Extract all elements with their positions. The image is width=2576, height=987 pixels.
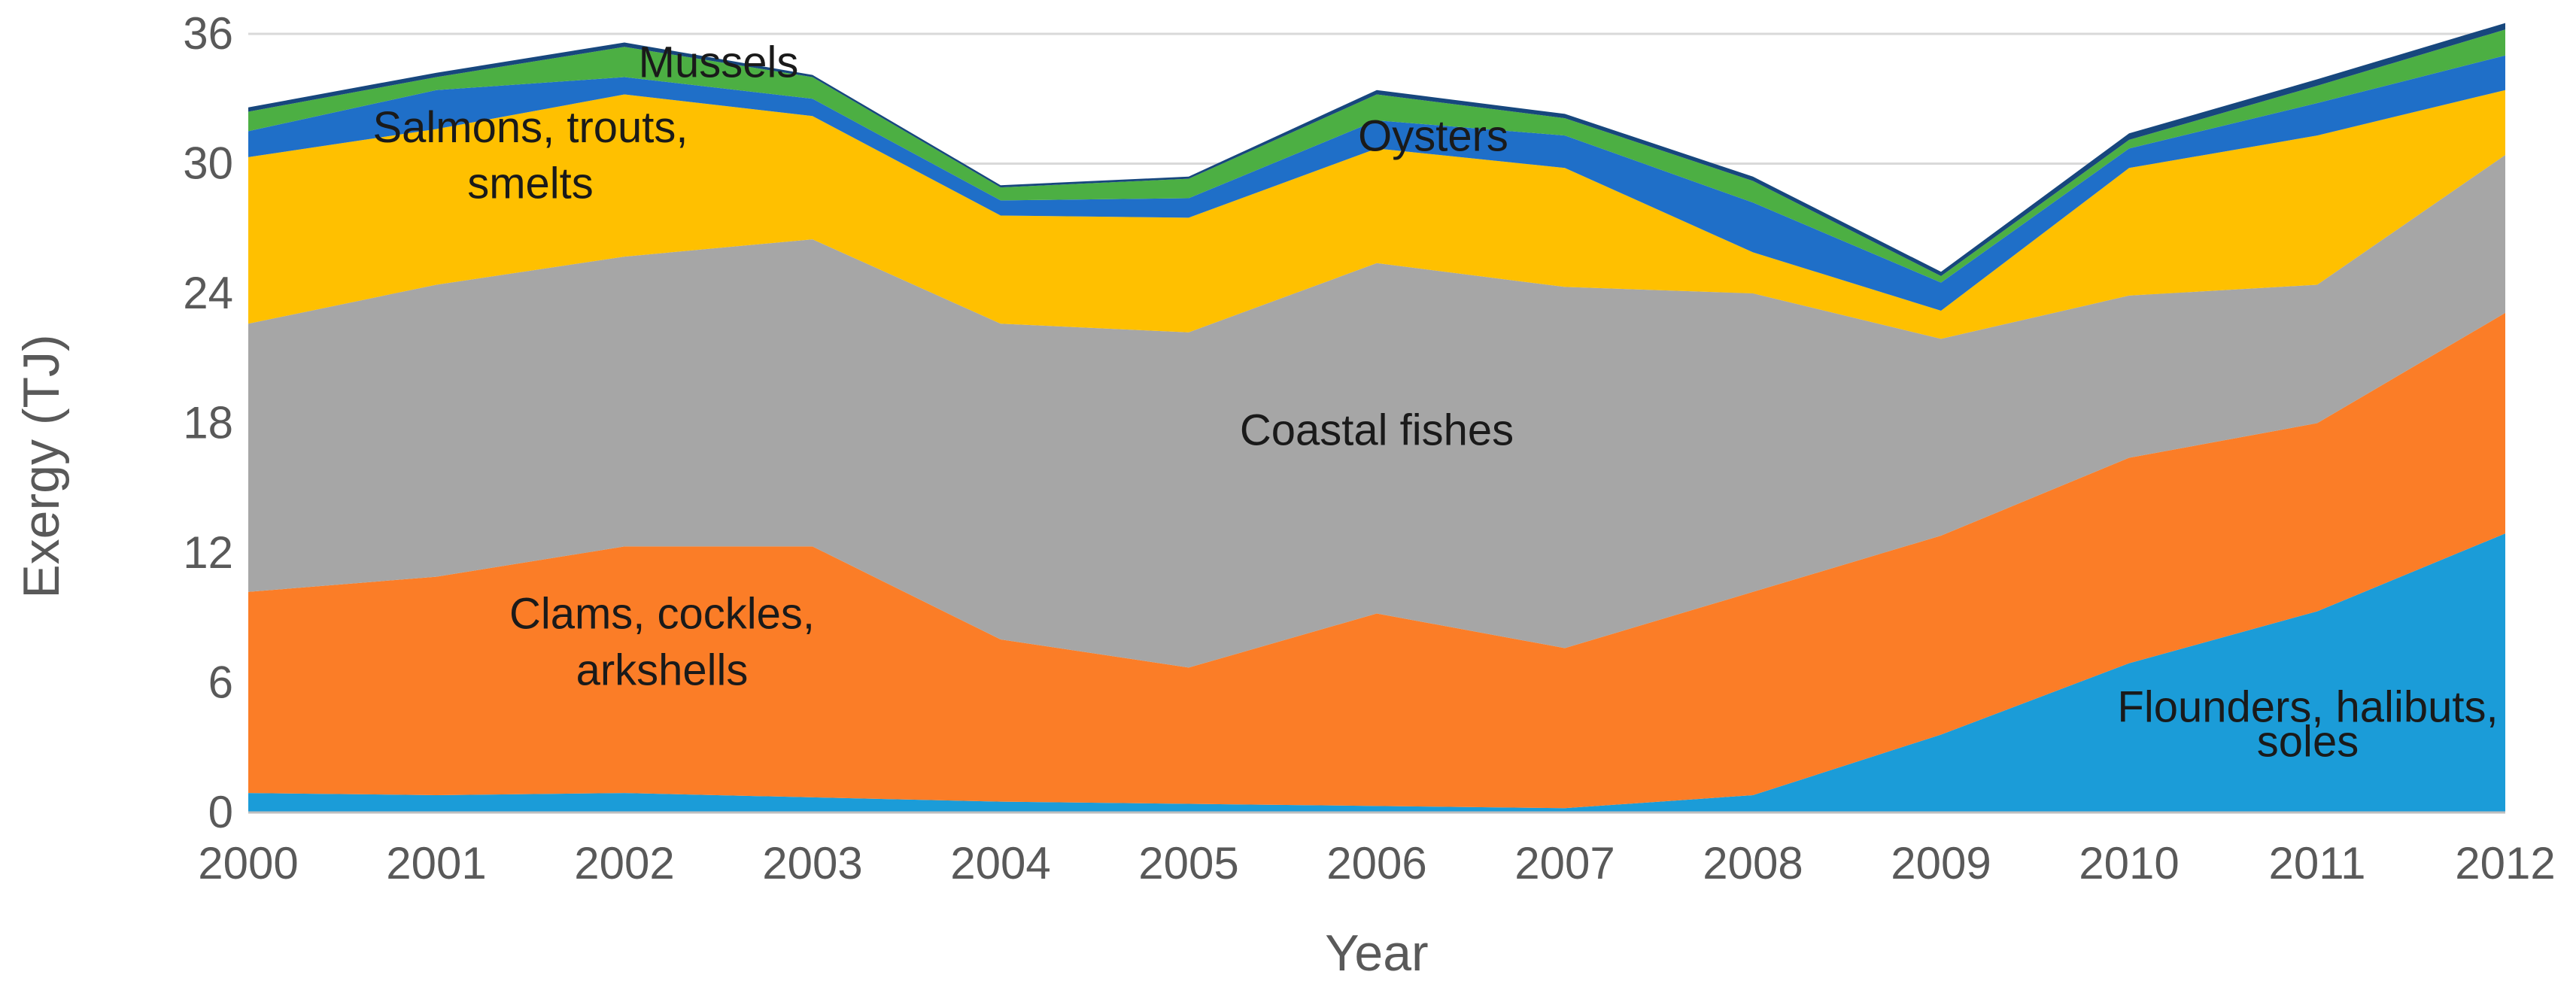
area-clams-cockles-arkshells xyxy=(248,312,2505,809)
series-label-clams-cockles-arkshells-line-2: arkshells xyxy=(576,645,749,694)
y-tick-label-24: 24 xyxy=(183,268,233,318)
y-tick-labels: 0 6 12 18 24 30 36 xyxy=(183,8,233,837)
x-tick-label-2010: 2010 xyxy=(2079,838,2179,888)
x-tick-label-2006: 2006 xyxy=(1326,838,1426,888)
x-axis-title: Year xyxy=(1325,925,1428,982)
y-tick-label-0: 0 xyxy=(208,787,233,837)
series-labels: Flounders, halibuts,soles Clams, cockles,… xyxy=(372,38,2498,767)
area-coastal-fishes xyxy=(248,155,2505,668)
series-label-oysters: Oysters xyxy=(1358,111,1508,160)
x-tick-label-2008: 2008 xyxy=(1703,838,1803,888)
series-label-salmons-trouts-smelts-line-2: smelts xyxy=(467,159,594,208)
x-tick-label-2003: 2003 xyxy=(762,838,862,888)
y-tick-label-12: 12 xyxy=(183,527,233,578)
y-axis-title: Exergy (TJ) xyxy=(13,334,70,598)
y-tick-label-18: 18 xyxy=(183,398,233,448)
y-tick-label-6: 6 xyxy=(208,657,233,708)
area-mussels xyxy=(248,29,2505,283)
x-tick-label-2011: 2011 xyxy=(2268,838,2365,888)
series-label-flounders-halibuts-soles-line-2: soles xyxy=(2257,717,2359,766)
x-tick-label-2004: 2004 xyxy=(950,838,1050,888)
x-tick-labels: 2000 2001 2002 2003 2004 2005 2006 2007 2008 2009… xyxy=(198,838,2555,888)
series-label-salmons-trouts-smelts-line-1: Salmons, trouts, xyxy=(372,103,688,152)
y-tick-label-36: 36 xyxy=(183,8,233,59)
area-salmons-trouts-smelts xyxy=(248,90,2505,339)
x-tick-label-2002: 2002 xyxy=(574,838,674,888)
series-label-coastal-fishes: Coastal fishes xyxy=(1240,405,1514,454)
area-flounders-halibuts-soles xyxy=(248,533,2505,812)
series-label-clams-cockles-arkshells-line-1: Clams, cockles, xyxy=(509,590,815,639)
y-tick-label-30: 30 xyxy=(183,138,233,189)
x-tick-label-2007: 2007 xyxy=(1514,838,1615,888)
series-label-mussels: Mussels xyxy=(639,38,799,87)
x-tick-label-2009: 2009 xyxy=(1891,838,1991,888)
x-tick-label-2005: 2005 xyxy=(1138,838,1238,888)
series-label-flounders-halibuts-soles-line-1: Flounders, halibuts, xyxy=(2117,682,2498,731)
x-tick-label-2001: 2001 xyxy=(386,838,486,888)
area-series xyxy=(248,23,2505,812)
x-tick-label-2000: 2000 xyxy=(198,838,298,888)
x-tick-label-2012: 2012 xyxy=(2455,838,2555,888)
